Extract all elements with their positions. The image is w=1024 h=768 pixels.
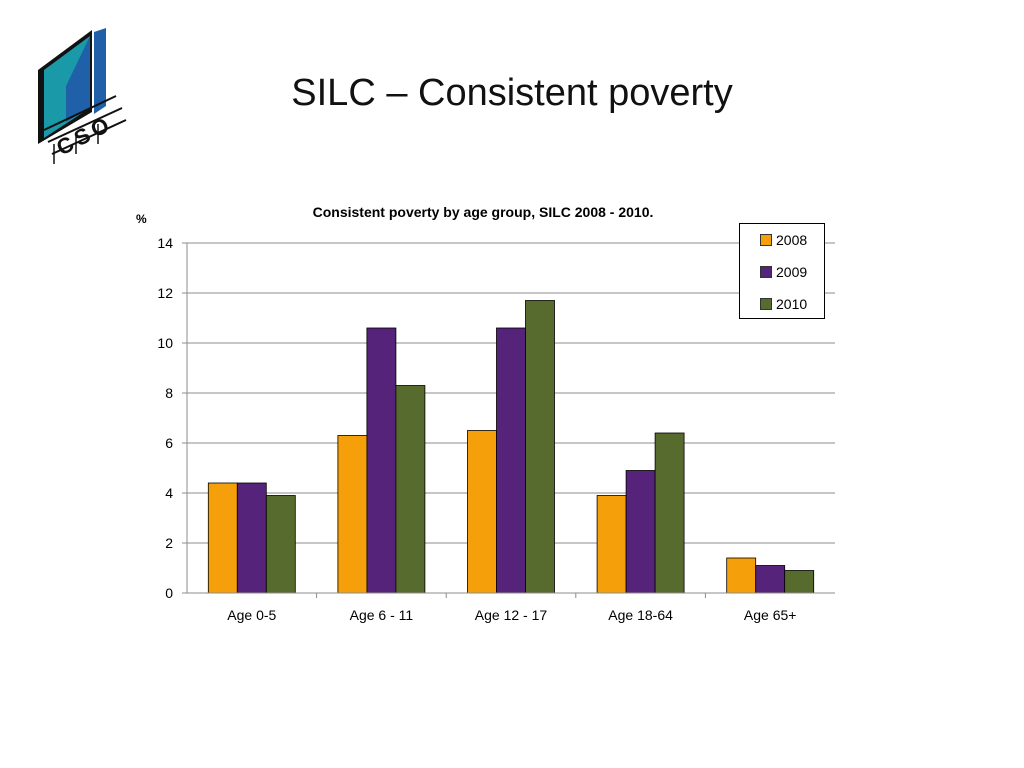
bar-2008-4 (726, 557, 757, 594)
slide-title: SILC – Consistent poverty (291, 72, 733, 114)
axes (182, 242, 835, 598)
x-tick-label: Age 12 - 17 (475, 607, 548, 623)
y-tick-label: 8 (165, 385, 173, 401)
bar-2009-1 (366, 327, 397, 594)
y-tick-label: 0 (165, 585, 173, 601)
bar-2010-0 (265, 495, 296, 594)
legend-item-2008: 2008 (760, 232, 807, 248)
legend-swatch-2010 (760, 298, 772, 310)
bar-2010-4 (784, 570, 815, 594)
bar-2009-2 (496, 327, 526, 594)
bar-2008-1 (337, 435, 368, 594)
y-tick-label: 10 (157, 335, 173, 351)
tick-labels: 0 2 4 6 8 10 12 14 Age 0-5 Age 6 - 11 Age 12 - 17 A… (157, 235, 796, 623)
y-tick-label: 2 (165, 535, 173, 551)
legend-label-2008: 2008 (776, 232, 808, 248)
x-tick-label: Age 6 - 11 (350, 607, 414, 623)
bar-2010-1 (395, 385, 426, 594)
legend-item-2009: 2009 (760, 264, 807, 280)
bar-2008-3 (596, 495, 627, 594)
bar-2009-0 (236, 482, 267, 594)
legend-swatch-2009 (760, 266, 772, 278)
bar-2008-0 (207, 482, 238, 594)
bar-2010-2 (525, 300, 555, 594)
bar-2010-3 (654, 432, 685, 594)
y-axis-unit-label: % (136, 212, 147, 226)
cso-logo: CSO (30, 26, 135, 168)
legend-item-2010: 2010 (760, 296, 807, 312)
x-tick-label: Age 0-5 (227, 607, 276, 623)
x-tick-label: Age 65+ (744, 607, 797, 623)
x-tick-label: Age 18-64 (608, 607, 673, 623)
bar-2009-3 (625, 470, 656, 594)
legend-swatch-2008 (760, 234, 772, 246)
y-tick-label: 4 (165, 485, 173, 501)
y-tick-label: 6 (165, 435, 173, 451)
y-tick-label: 12 (157, 285, 173, 301)
bar-2008-2 (467, 430, 497, 594)
legend-label-2010: 2010 (776, 296, 808, 312)
chart-title: Consistent poverty by age group, SILC 20… (312, 204, 654, 220)
legend-label-2009: 2009 (776, 264, 808, 280)
bar-2009-4 (755, 565, 786, 594)
legend: 2008 2009 2010 (739, 223, 825, 319)
y-tick-label: 14 (157, 235, 173, 251)
bars (207, 300, 815, 594)
